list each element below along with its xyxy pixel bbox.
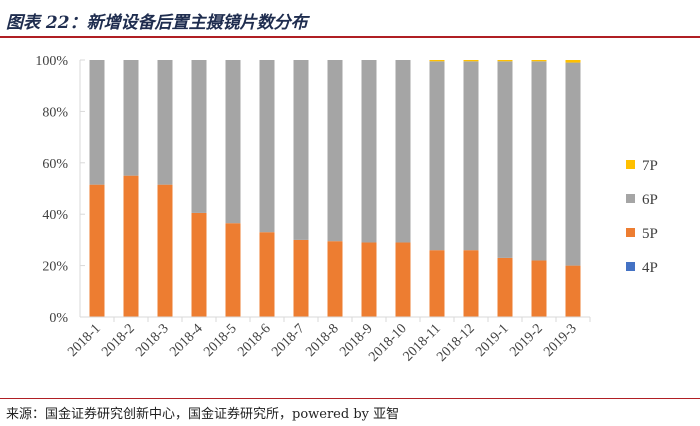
x-tick-label: 2019-1 (473, 321, 512, 360)
legend-swatch-4P (626, 262, 635, 271)
y-tick-label: 0% (49, 311, 68, 326)
bar-segment-6P-2018-10 (395, 60, 411, 243)
bar-segment-5P-2018-4 (191, 212, 207, 317)
x-tick-label: 2019-3 (541, 321, 580, 360)
bar-segment-5P-2018-7 (293, 239, 309, 317)
bar-segment-6P-2018-9 (361, 60, 377, 243)
bar-segment-6P-2019-2 (531, 61, 547, 261)
bar-segment-6P-2019-3 (565, 62, 581, 266)
bar-segment-5P-2019-3 (565, 265, 581, 317)
bar-segment-7P-2019-3 (565, 60, 581, 63)
x-tick-label: 2018-6 (235, 321, 274, 360)
bar-segment-5P-2018-10 (395, 242, 411, 317)
bar-segment-6P-2019-1 (497, 61, 513, 258)
bar-segment-6P-2018-7 (293, 60, 309, 240)
x-tick-label: 2018-5 (201, 321, 240, 360)
legend-label-5P: 5P (642, 226, 658, 242)
y-tick-label: 40% (42, 208, 68, 223)
x-tick-label: 2018-7 (269, 321, 308, 360)
bar-segment-5P-2018-12 (463, 250, 479, 317)
chart-title: 图表 22：新增设备后置主摄镜片数分布 (6, 13, 308, 33)
bar-segment-6P-2018-2 (123, 60, 139, 176)
x-tick-label: 2018-1 (65, 321, 104, 360)
y-tick-label: 80% (42, 105, 68, 120)
legend-label-6P: 6P (642, 192, 658, 208)
bar-segment-5P-2019-1 (497, 257, 513, 317)
legend-label-7P: 7P (642, 158, 658, 174)
y-tick-label: 60% (42, 157, 68, 172)
legend-swatch-6P (626, 194, 635, 203)
legend-label-4P: 4P (642, 260, 658, 276)
bar-segment-5P-2018-6 (259, 232, 275, 317)
bar-segment-6P-2018-5 (225, 60, 241, 224)
y-tick-label: 20% (42, 260, 68, 275)
x-tick-label: 2018-12 (434, 321, 478, 365)
bar-segment-6P-2018-4 (191, 60, 207, 213)
bar-segment-5P-2018-2 (123, 175, 139, 317)
source-note: 来源：国金证券研究创新中心，国金证券研究所，powered by 亚智 (6, 407, 400, 422)
bar-segment-6P-2018-8 (327, 60, 343, 242)
bar-segment-7P-2018-12 (463, 60, 479, 62)
bar-segment-5P-2018-1 (89, 184, 105, 317)
bar-segment-6P-2018-1 (89, 60, 105, 185)
bar-segment-5P-2019-2 (531, 260, 547, 317)
x-tick-label: 2018-8 (303, 321, 342, 360)
bar-segment-5P-2018-5 (225, 223, 241, 317)
bar-segment-6P-2018-12 (463, 61, 479, 251)
bar-segment-6P-2018-11 (429, 61, 445, 251)
x-tick-label: 2019-2 (507, 321, 546, 360)
bar-segment-5P-2018-3 (157, 184, 173, 317)
bar-segment-5P-2018-8 (327, 241, 343, 317)
y-tick-label: 100% (35, 54, 68, 69)
legend-swatch-7P (626, 160, 635, 169)
title-divider (0, 36, 700, 38)
x-tick-label: 2018-10 (366, 321, 410, 365)
bar-segment-7P-2018-11 (429, 60, 445, 62)
bar-segment-5P-2018-11 (429, 250, 445, 317)
bar-segment-6P-2018-6 (259, 60, 275, 233)
x-tick-label: 2018-3 (133, 321, 172, 360)
bar-segment-6P-2018-3 (157, 60, 173, 185)
bar-segment-7P-2019-1 (497, 60, 513, 62)
footer-divider (0, 398, 700, 399)
x-tick-label: 2018-4 (167, 321, 206, 360)
bar-segment-5P-2018-9 (361, 242, 377, 317)
bar-segment-7P-2019-2 (531, 60, 547, 62)
legend-swatch-5P (626, 228, 635, 237)
x-tick-label: 2018-2 (99, 321, 138, 360)
